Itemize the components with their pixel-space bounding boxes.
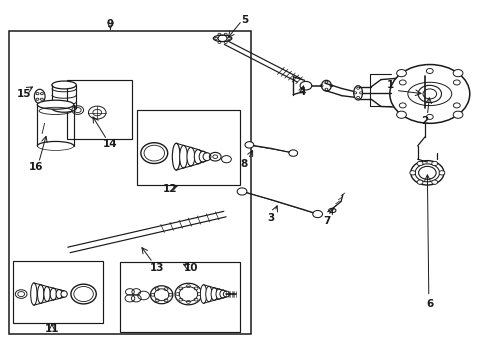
Text: 9: 9 <box>106 19 114 29</box>
Bar <box>13 261 103 323</box>
Circle shape <box>409 171 415 175</box>
Ellipse shape <box>328 208 335 213</box>
Ellipse shape <box>74 287 93 302</box>
Circle shape <box>416 161 422 166</box>
Ellipse shape <box>175 283 202 305</box>
Ellipse shape <box>211 288 217 300</box>
Circle shape <box>438 171 444 175</box>
Ellipse shape <box>150 286 172 304</box>
Ellipse shape <box>52 104 76 112</box>
Circle shape <box>244 141 253 148</box>
Ellipse shape <box>56 289 62 298</box>
Text: 2: 2 <box>421 116 427 126</box>
Circle shape <box>426 68 432 73</box>
Circle shape <box>399 103 406 108</box>
Ellipse shape <box>205 286 212 302</box>
Ellipse shape <box>223 291 229 297</box>
Ellipse shape <box>186 147 194 166</box>
Ellipse shape <box>194 149 202 164</box>
Ellipse shape <box>50 288 57 300</box>
Ellipse shape <box>154 289 168 301</box>
Bar <box>9 31 250 334</box>
Ellipse shape <box>414 164 439 182</box>
Circle shape <box>416 180 422 184</box>
Text: 3: 3 <box>267 213 274 222</box>
Ellipse shape <box>31 283 37 305</box>
Circle shape <box>389 64 469 123</box>
Ellipse shape <box>220 290 226 298</box>
Circle shape <box>452 69 462 77</box>
Text: 14: 14 <box>103 139 118 149</box>
Text: 16: 16 <box>28 162 43 172</box>
Circle shape <box>426 114 432 120</box>
Circle shape <box>399 80 406 85</box>
Ellipse shape <box>71 284 96 304</box>
Ellipse shape <box>172 143 180 170</box>
Ellipse shape <box>37 100 74 109</box>
Circle shape <box>288 150 297 156</box>
Circle shape <box>431 161 437 166</box>
Ellipse shape <box>321 80 330 91</box>
Circle shape <box>431 180 437 184</box>
Circle shape <box>452 80 459 85</box>
Circle shape <box>452 103 459 108</box>
Text: 1: 1 <box>386 80 394 90</box>
Ellipse shape <box>203 153 210 161</box>
Ellipse shape <box>216 289 222 299</box>
Text: 4: 4 <box>298 87 305 97</box>
Ellipse shape <box>179 145 187 168</box>
Text: 10: 10 <box>183 263 198 273</box>
Ellipse shape <box>44 287 50 302</box>
Ellipse shape <box>38 285 44 303</box>
Ellipse shape <box>200 285 206 303</box>
Bar <box>66 80 132 139</box>
Ellipse shape <box>410 161 443 185</box>
Text: 6: 6 <box>426 299 432 309</box>
Ellipse shape <box>213 35 231 41</box>
Circle shape <box>237 188 246 195</box>
Circle shape <box>396 69 406 77</box>
Ellipse shape <box>61 291 67 297</box>
Ellipse shape <box>34 89 45 104</box>
Ellipse shape <box>52 81 76 89</box>
Circle shape <box>300 81 311 90</box>
Text: 8: 8 <box>241 159 247 169</box>
Bar <box>120 262 239 332</box>
Ellipse shape <box>179 287 197 301</box>
Text: 7: 7 <box>323 216 330 226</box>
Circle shape <box>452 111 462 118</box>
Text: 12: 12 <box>163 184 177 194</box>
Ellipse shape <box>353 86 362 100</box>
Bar <box>137 110 239 185</box>
Ellipse shape <box>141 143 167 163</box>
Text: 15: 15 <box>17 89 31 99</box>
Ellipse shape <box>199 151 206 162</box>
Text: 13: 13 <box>149 263 163 273</box>
Ellipse shape <box>144 145 164 161</box>
Circle shape <box>418 166 435 179</box>
Circle shape <box>396 111 406 118</box>
Text: 11: 11 <box>44 324 59 334</box>
Text: 5: 5 <box>241 15 247 26</box>
Circle shape <box>312 211 322 218</box>
